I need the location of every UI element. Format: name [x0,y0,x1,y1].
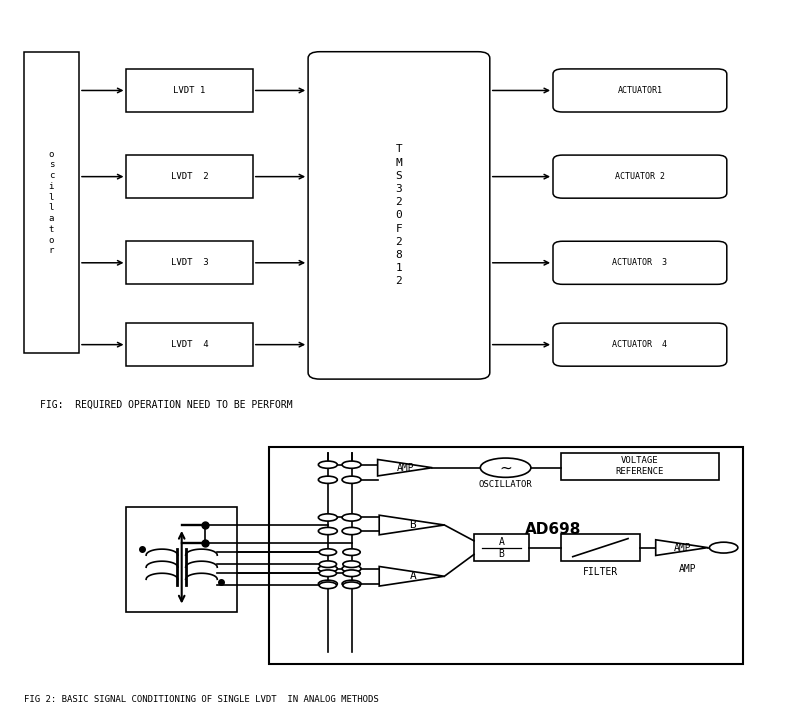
Text: A: A [498,536,505,546]
Bar [269,447,743,663]
Circle shape [319,570,337,577]
Circle shape [343,549,360,556]
Bar [561,534,640,561]
Bar [474,534,529,561]
Circle shape [342,528,361,535]
Text: FIG:  REQUIRED OPERATION NEED TO BE PERFORM: FIG: REQUIRED OPERATION NEED TO BE PERFO… [40,400,292,410]
Circle shape [318,565,337,572]
Circle shape [709,542,738,553]
Bar [24,52,79,353]
Circle shape [342,565,361,572]
FancyBboxPatch shape [553,155,727,198]
Text: AMP: AMP [679,564,696,574]
Circle shape [342,476,361,483]
Bar [126,323,253,366]
Bar [126,507,237,612]
Circle shape [319,582,337,589]
Text: VOLTAGE
REFERENCE: VOLTAGE REFERENCE [615,456,664,476]
Text: OSCILLATOR: OSCILLATOR [479,480,532,489]
Text: T
M
S
3
2
0
F
2
8
1
2: T M S 3 2 0 F 2 8 1 2 [396,144,402,286]
Text: A: A [409,572,416,582]
Circle shape [318,461,337,468]
Circle shape [343,582,360,589]
Text: o
s
c
i
l
l
a
t
o
r: o s c i l l a t o r [49,149,54,256]
Text: LVDT  2: LVDT 2 [171,172,209,181]
Polygon shape [378,460,432,476]
Text: B: B [498,549,505,559]
Circle shape [319,549,337,556]
FancyBboxPatch shape [553,241,727,284]
Circle shape [342,514,361,521]
Polygon shape [656,540,708,556]
FancyBboxPatch shape [553,323,727,366]
Circle shape [480,458,531,477]
Bar [126,155,253,198]
Circle shape [319,561,337,567]
Polygon shape [379,516,444,535]
FancyBboxPatch shape [553,69,727,112]
Circle shape [342,580,361,587]
Text: ~: ~ [499,460,512,475]
Text: ACTUATOR1: ACTUATOR1 [618,86,662,95]
Text: AD698: AD698 [525,521,581,536]
Circle shape [318,580,337,587]
Polygon shape [379,567,444,586]
Circle shape [318,528,337,535]
Text: AMP: AMP [397,462,415,472]
Text: ACTUATOR 2: ACTUATOR 2 [615,172,665,181]
Text: LVDT  4: LVDT 4 [171,340,209,349]
Bar [561,452,719,480]
Text: AMP: AMP [674,543,691,553]
Text: B: B [409,520,416,530]
Bar [126,69,253,112]
Text: ACTUATOR  4: ACTUATOR 4 [612,340,668,349]
Text: ACTUATOR  3: ACTUATOR 3 [612,258,668,267]
Bar [126,241,253,284]
Text: LVDT 1: LVDT 1 [174,86,205,95]
Circle shape [343,561,360,567]
Circle shape [342,461,361,468]
Text: LVDT  3: LVDT 3 [171,258,209,267]
Circle shape [318,514,337,521]
Text: FILTER: FILTER [583,567,618,577]
FancyBboxPatch shape [308,52,490,379]
Circle shape [343,570,360,577]
Circle shape [318,476,337,483]
Text: FIG 2: BASIC SIGNAL CONDITIONING OF SINGLE LVDT  IN ANALOG METHODS: FIG 2: BASIC SIGNAL CONDITIONING OF SING… [24,696,378,704]
